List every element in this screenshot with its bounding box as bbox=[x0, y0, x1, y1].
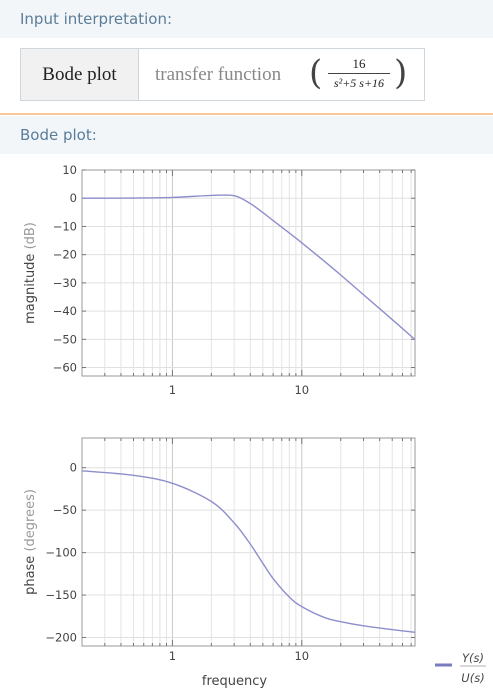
right-paren-glyph: ) bbox=[394, 53, 408, 93]
x-tick-label: 10 bbox=[294, 383, 309, 397]
y-tick-label: 0 bbox=[70, 461, 77, 475]
x-tick-label: 1 bbox=[169, 383, 176, 397]
x-tick-label: 10 bbox=[294, 649, 309, 663]
y-tick-label: −50 bbox=[53, 503, 77, 517]
fraction-numerator: 16 bbox=[352, 56, 366, 71]
y-tick-label: −60 bbox=[53, 361, 77, 375]
y-tick-label: −30 bbox=[53, 276, 77, 290]
y-axis-title-unit: (dB) bbox=[23, 222, 38, 253]
y-tick-label: −20 bbox=[53, 248, 77, 262]
transfer-function-fraction: 16 s²+5 s+16 bbox=[328, 56, 390, 91]
y-tick-label: 10 bbox=[62, 163, 77, 177]
y-tick-label: −200 bbox=[45, 631, 77, 645]
fraction-bar bbox=[328, 73, 390, 74]
y-axis-title-main: magnitude bbox=[23, 254, 38, 324]
y-tick-label: −100 bbox=[45, 546, 77, 560]
series-line bbox=[81, 470, 416, 634]
y-tick-label: −50 bbox=[53, 332, 77, 346]
left-paren-glyph: ( bbox=[309, 53, 323, 93]
y-tick-label: −40 bbox=[53, 304, 77, 318]
chart-phase: 0 −50 −100 −150 −200 1 10 phase (degrees) freque… bbox=[23, 437, 416, 689]
legend: Y(s) U(s) bbox=[435, 651, 486, 685]
plot-frame bbox=[81, 169, 416, 377]
y-axis-title: phase (degrees) bbox=[23, 489, 38, 595]
y-tick-label: −150 bbox=[45, 588, 77, 602]
query-label: Bode plot bbox=[21, 49, 139, 100]
x-tick-label: 1 bbox=[169, 649, 176, 663]
x-axis-title: frequency bbox=[202, 674, 268, 689]
y-tick-label: −10 bbox=[53, 219, 77, 233]
bode-plot-header: Bode plot: bbox=[0, 116, 493, 154]
chart-magnitude: 10 0 −10 −20 −30 −40 −50 −60 1 10 magnitude (dB) bbox=[23, 163, 416, 397]
input-interpretation-header: Input interpretation: bbox=[0, 0, 493, 38]
fraction-denominator: s²+5 s+16 bbox=[333, 76, 385, 90]
legend-denominator: U(s) bbox=[461, 671, 484, 685]
plot-area bbox=[82, 170, 415, 376]
y-tick-label: 0 bbox=[70, 191, 77, 205]
input-interpretation-box: Bode plot transfer function ( 16 s²+5 s+… bbox=[20, 48, 425, 101]
section-divider bbox=[0, 113, 493, 115]
y-axis-title: magnitude (dB) bbox=[23, 222, 38, 324]
query-text: transfer function bbox=[155, 64, 282, 85]
series-line bbox=[81, 194, 416, 341]
legend-numerator: Y(s) bbox=[462, 651, 484, 665]
y-axis-title-unit: (degrees) bbox=[23, 489, 38, 556]
y-axis-title-main: phase bbox=[23, 556, 38, 595]
plot-frame bbox=[81, 437, 416, 647]
